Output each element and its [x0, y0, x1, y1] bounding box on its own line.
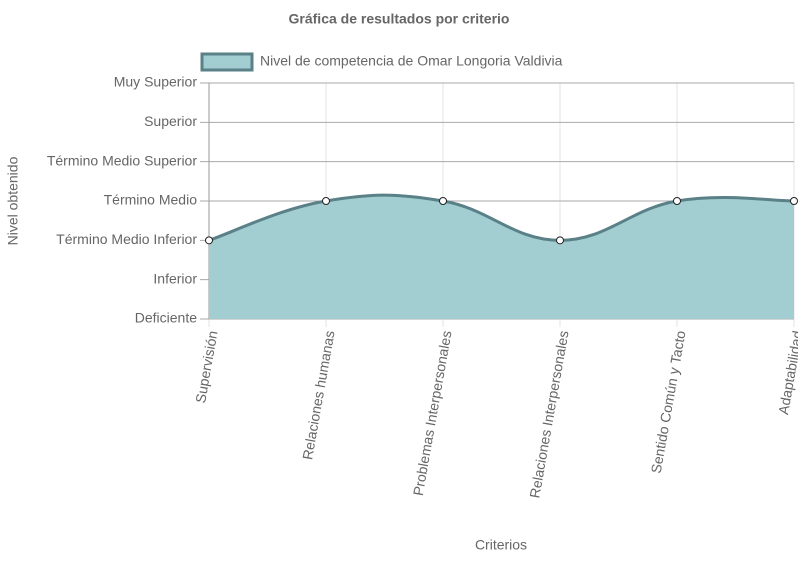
y-tick-label: Término Medio	[104, 192, 198, 208]
point	[439, 197, 447, 205]
point	[556, 236, 564, 245]
y-tick-label: Superior	[144, 113, 197, 129]
x-tick-label: Relaciones Interpersonales	[526, 329, 571, 499]
line	[208, 193, 795, 242]
x-tick-label: Supervisión	[192, 329, 220, 404]
legend-swatch	[200, 52, 254, 72]
y-tick-label: Término Medio Inferior	[56, 231, 197, 247]
point	[673, 197, 681, 205]
x-tick-label: Relaciones humanas	[299, 329, 337, 461]
y-tick-label: Muy Superior	[114, 74, 198, 90]
y-tick-label: Inferior	[153, 270, 197, 286]
point	[205, 236, 213, 245]
point	[790, 197, 798, 205]
x-axis-title: Criterios	[475, 537, 527, 553]
legend-label: Nivel de competencia de Omar Longoria Va…	[260, 53, 563, 69]
x-tick-label: Sentido Común y Tacto	[648, 329, 689, 474]
y-tick-label: Término Medio Superior	[47, 152, 198, 168]
chart-title: Gráfica de resultados por criterio	[289, 11, 510, 27]
y-axis-title: Nivel obtenido	[5, 156, 21, 245]
point	[322, 197, 330, 205]
x-tick-label: Problemas Interpersonales	[410, 329, 455, 497]
y-tick-label: Deficiente	[135, 310, 197, 326]
area	[209, 195, 794, 319]
x-tick-label: Adaptabilidad	[775, 329, 798, 415]
